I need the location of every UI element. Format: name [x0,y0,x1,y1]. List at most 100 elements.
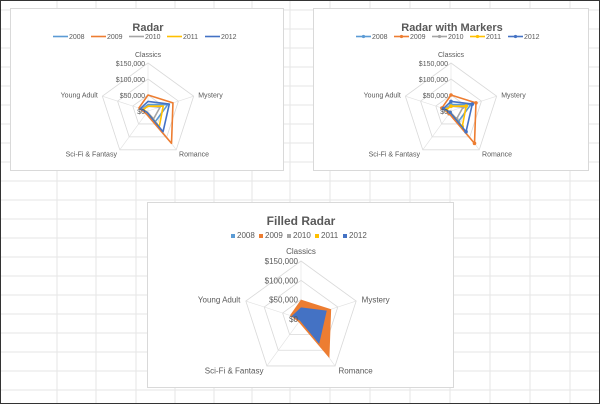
chart-title: Radar [132,22,164,34]
legend-item-2010: 2010 [432,34,464,41]
legend-item-2008: 2008 [356,34,388,41]
tick-label: $0 [289,315,298,324]
data-marker-2012 [448,110,452,115]
legend-marker [513,34,518,39]
filled-radar-chart[interactable]: Filled Radar 2008 2009 2010 2011 2012 Classics… [147,202,454,388]
category-label: Sci-Fi & Fantasy [369,152,421,159]
spoke-line [147,95,194,112]
category-label: Sci-Fi & Fantasy [205,367,264,376]
legend-item-2012: 2012 [343,231,367,240]
tick-label: $100,000 [419,77,448,84]
spoke-line [119,110,149,151]
tick-label: $0 [440,109,448,116]
category-label: Mystery [198,93,223,100]
legend-swatch [287,234,291,238]
grid-ring [263,279,339,351]
radar-with-markers-chart[interactable]: Radar with Markers 2008 2009 2010 2011 2012 Cl… [313,8,589,171]
chart-title: Radar with Markers [401,22,502,34]
legend-label: 2010 [448,34,464,41]
category-label: Romance [482,152,512,159]
category-label: Romance [339,367,374,376]
tick-label: $150,000 [419,61,448,68]
chart-title: Filled Radar [267,214,336,228]
category-label: Classics [135,52,162,59]
series-line-2012 [139,100,171,133]
legend-swatch [343,234,347,238]
legend-swatch [315,234,319,238]
legend-label: 2011 [486,34,501,41]
legend-item-2009: 2009 [259,231,283,240]
grid-ring [117,78,179,138]
data-marker-2009 [449,93,453,97]
legend-item-2009: 2009 [394,34,426,41]
tick-label: $0 [137,109,145,116]
series-line-2009 [138,94,174,145]
tick-label: $50,000 [423,93,448,100]
legend-item-2008: 2008 [53,34,85,41]
legend-label: 2011 [183,34,198,41]
legend-marker [399,34,404,39]
spoke-line [266,318,302,367]
chart-canvas: Filled Radar 2008 2009 2010 2011 2012 Classics… [198,214,390,376]
tick-label: $150,000 [265,257,299,266]
legend-item-2011: 2011 [167,34,198,41]
chart-canvas: Radar with Markers 2008 2009 2010 2011 2012 Cl… [356,22,540,159]
legend-label: 2008 [237,231,255,240]
tick-label: $50,000 [120,93,145,100]
legend-label: 2010 [293,231,311,240]
grid-ring [404,62,498,151]
legend-label: 2011 [321,231,339,240]
legend-label: 2010 [145,34,161,41]
category-label: Young Adult [364,93,401,100]
legend-item-2012: 2012 [205,34,237,41]
tick-label: $100,000 [116,77,145,84]
legend-label: 2012 [524,34,540,41]
grid-ring [245,260,357,367]
tick-label: $150,000 [116,61,145,68]
series-line-2009 [441,94,477,145]
tick-label: $100,000 [265,276,299,285]
legend-label: 2012 [349,231,367,240]
legend-item-2009: 2009 [91,34,123,41]
data-marker-2012 [449,99,453,104]
category-label: Mystery [501,93,526,100]
category-label: Classics [438,52,465,59]
legend-marker [361,34,366,39]
legend-swatch [259,234,263,238]
chart-canvas: Radar 2008 2009 2010 2011 2012 Classics Mystery… [53,22,237,159]
legend-item-2010: 2010 [129,34,161,41]
legend-swatch [231,234,235,238]
legend-label: 2009 [410,34,426,41]
category-label: Young Adult [61,93,98,100]
data-marker-2012 [464,129,468,134]
legend-marker [475,34,480,39]
category-label: Mystery [362,295,390,304]
legend-marker [437,34,442,39]
legend-item-2010: 2010 [287,231,311,240]
legend-label: 2009 [265,231,283,240]
data-marker-2011 [464,104,469,108]
legend-label: 2008 [372,34,388,41]
category-label: Classics [286,247,316,256]
legend-item-2008: 2008 [231,231,255,240]
grid-ring [101,62,195,151]
spoke-line [422,110,452,151]
category-label: Young Adult [198,295,241,304]
data-marker-2011 [449,104,453,108]
data-marker-2009 [474,101,478,105]
category-label: Sci-Fi & Fantasy [66,152,118,159]
grid-ring [420,78,482,138]
data-marker-2009 [472,141,477,146]
tick-label: $50,000 [269,296,298,305]
legend-label: 2009 [107,34,123,41]
data-marker-2012 [441,106,446,111]
legend-item-2012: 2012 [508,34,540,41]
legend-label: 2012 [221,34,237,41]
legend-item-2011: 2011 [315,231,339,240]
series-area-2012 [291,307,327,345]
radar-chart[interactable]: Radar 2008 2009 2010 2011 2012 Classics Mystery… [10,8,284,171]
data-marker-2012 [470,102,475,106]
legend-item-2011: 2011 [470,34,501,41]
legend-label: 2008 [69,34,85,41]
category-label: Romance [179,152,209,159]
